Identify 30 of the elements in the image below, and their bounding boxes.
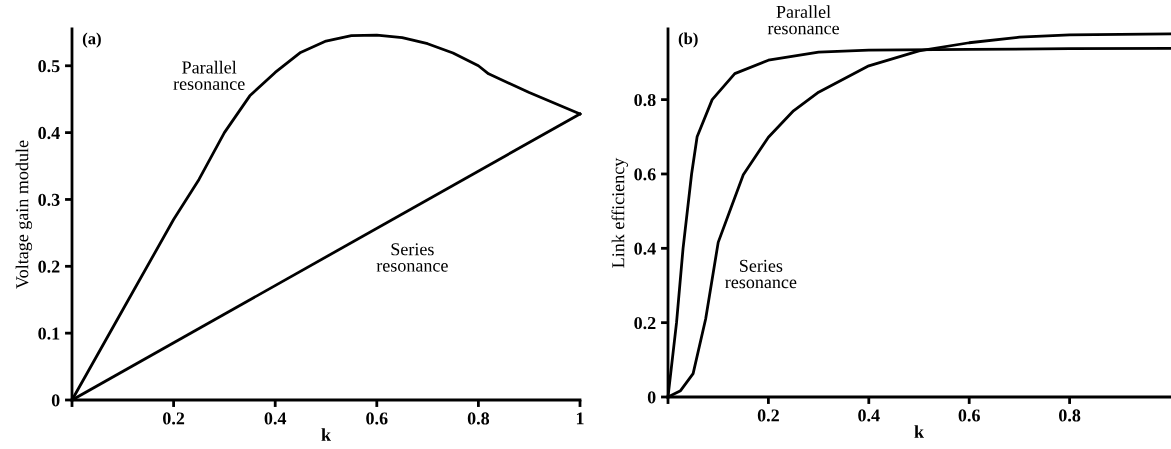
annotation: (b) xyxy=(678,32,698,48)
series-label: Parallel resonance xyxy=(173,60,245,90)
x-tick-label: 0.6 xyxy=(958,409,980,422)
y-tick-label: 0.2 xyxy=(38,260,60,273)
y-tick-label: 0.3 xyxy=(38,193,60,206)
y-tick-label: 0.8 xyxy=(634,93,656,107)
x-tick-label: 0.4 xyxy=(858,409,880,422)
annotation: (a) xyxy=(82,32,101,48)
y-tick-label: 0.4 xyxy=(634,242,656,255)
y-tick-label: 0.5 xyxy=(38,60,60,73)
x-tick-label: 0.2 xyxy=(757,409,779,422)
series-label: Parallel resonance xyxy=(767,5,839,35)
y-tick-label: 0.6 xyxy=(634,168,656,181)
x-axis-title: k xyxy=(914,425,924,438)
y-tick-label: 0 xyxy=(51,394,60,407)
y-tick-label: 0.2 xyxy=(634,316,656,330)
series-label: Series resonance xyxy=(376,243,448,272)
x-tick-label: 0.4 xyxy=(264,412,287,425)
series-label: Series resonance xyxy=(725,259,797,289)
y-tick-label: 0.1 xyxy=(38,327,60,340)
y-axis-title: Voltage gain module xyxy=(15,140,33,289)
x-tick-label: 1 xyxy=(576,412,584,425)
x-tick-label: 0.8 xyxy=(1059,409,1081,422)
y-axis-title: Link efficiency xyxy=(611,157,629,268)
x-axis-title: k xyxy=(321,428,331,441)
x-tick-label: 0.8 xyxy=(467,412,490,425)
x-tick-label: 0.6 xyxy=(366,412,388,425)
x-tick-label: 0.2 xyxy=(163,412,185,425)
y-tick-label: 0 xyxy=(647,391,656,404)
y-tick-label: 0.4 xyxy=(38,126,60,140)
